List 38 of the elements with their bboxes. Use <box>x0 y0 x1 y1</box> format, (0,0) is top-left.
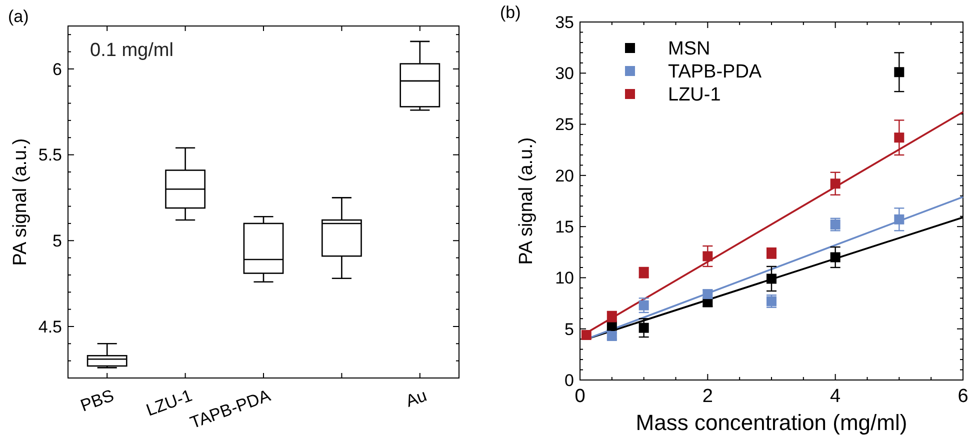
point <box>830 252 840 262</box>
legend-label: LZU-1 <box>668 84 721 106</box>
y-tick-label: 6 <box>52 60 62 79</box>
legend-label: MSN <box>668 38 710 60</box>
annotation: 0.1 mg/ml <box>90 40 174 61</box>
x-tick-label: PBS <box>78 386 116 416</box>
y-tick-label: 15 <box>555 218 574 237</box>
point <box>702 251 713 262</box>
y-tick-label: 30 <box>555 64 574 84</box>
point <box>638 322 649 333</box>
legend-label: TAPB-PDA <box>668 62 762 83</box>
y-axis-title: PA signal (a.u.) <box>516 137 537 265</box>
text: (a) <box>8 7 29 26</box>
y-tick-label: 25 <box>555 115 574 134</box>
x-tick-label: 4 <box>830 386 842 407</box>
point <box>894 132 904 143</box>
y-tick-label: 5 <box>52 232 62 251</box>
y-tick-label: 5.5 <box>38 146 62 165</box>
point <box>830 178 840 189</box>
point <box>581 330 592 340</box>
text: (b) <box>500 3 521 22</box>
y-tick-label: 35 <box>555 12 574 32</box>
point <box>702 289 713 300</box>
y-tick-label: 4.5 <box>38 317 62 336</box>
y-tick-label: 10 <box>555 268 574 288</box>
y-axis-title: PA signal (a.u.) <box>10 138 31 266</box>
y-tick-label: 20 <box>555 166 574 186</box>
point <box>894 67 904 78</box>
y-tick-label: 0 <box>564 370 574 390</box>
point <box>766 274 776 284</box>
y-tick-label: 5 <box>564 320 574 339</box>
x-tick-label: 6 <box>958 386 968 407</box>
point <box>638 300 649 310</box>
point <box>894 214 904 224</box>
x-tick-label: Au <box>403 386 430 411</box>
x-tick-label: 2 <box>702 386 713 407</box>
point <box>606 331 617 342</box>
x-axis-title: Mass concentration (mg/ml) <box>636 410 908 435</box>
